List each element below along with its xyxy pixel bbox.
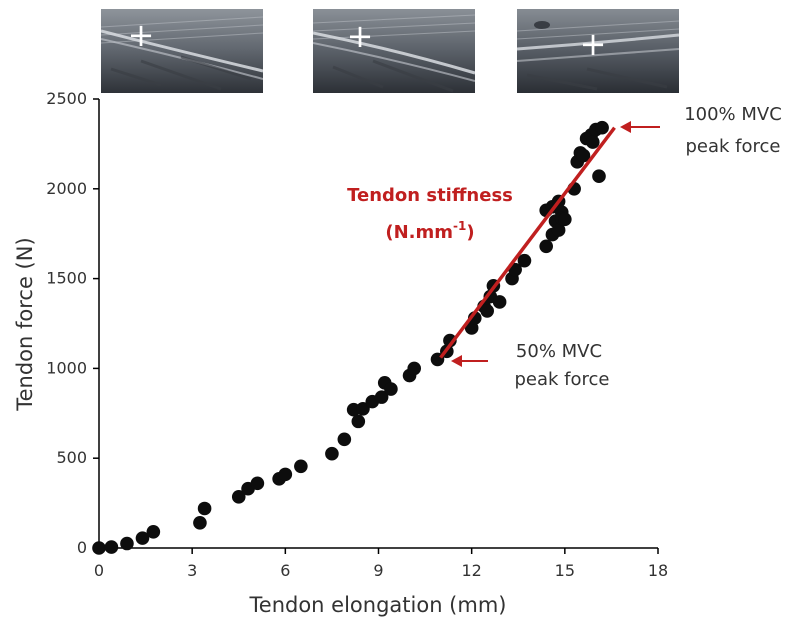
x-tick-label: 9 <box>373 561 383 580</box>
data-point <box>407 361 422 376</box>
ultrasound-marker-2: + <box>347 17 374 55</box>
ultrasound-image-2: + <box>313 9 475 93</box>
data-point <box>558 212 572 227</box>
y-axis-label: Tendon force (N) <box>13 237 37 411</box>
ultrasound-marker-3: + <box>580 25 607 63</box>
data-point <box>92 541 106 555</box>
data-point <box>374 390 389 404</box>
stiffness-title: Tendon stiffness <box>347 185 513 206</box>
peak100-arrow-head <box>620 121 631 133</box>
data-point <box>231 490 246 504</box>
y-ticks: 0 500 1000 1500 2000 2500 <box>46 89 99 557</box>
peak100-label-line1: 100% MVC <box>684 104 782 125</box>
y-tick-label: 2000 <box>46 179 87 198</box>
x-tick-label: 15 <box>555 561 575 580</box>
ultrasound-image-3: + <box>517 9 679 93</box>
data-point <box>278 467 293 482</box>
data-point <box>135 531 150 545</box>
data-point <box>576 148 591 163</box>
data-point <box>120 536 134 551</box>
peak100-label-line2: peak force <box>685 136 780 157</box>
x-ticks: 0 3 6 9 12 15 18 <box>94 548 668 580</box>
data-point <box>539 239 553 254</box>
peak50-label-line1: 50% MVC <box>516 341 602 362</box>
data-point <box>250 476 265 491</box>
x-axis-label: Tendon elongation (mm) <box>249 593 507 617</box>
data-point <box>197 501 212 516</box>
data-point <box>146 525 161 539</box>
x-tick-label: 12 <box>461 561 481 580</box>
y-tick-label: 500 <box>56 448 87 467</box>
data-point <box>480 304 494 318</box>
y-tick-label: 1500 <box>46 269 87 288</box>
x-tick-label: 3 <box>187 561 197 580</box>
data-point <box>492 295 507 309</box>
peak50-label-line2: peak force <box>514 369 609 390</box>
x-tick-label: 6 <box>280 561 290 580</box>
peak50-arrow-head <box>451 355 462 367</box>
y-tick-label: 1000 <box>46 358 87 377</box>
data-point <box>585 135 600 149</box>
data-point <box>592 169 606 184</box>
y-tick-label: 2500 <box>46 89 87 108</box>
data-point <box>551 223 566 237</box>
ultrasound-marker-1: + <box>128 16 155 54</box>
data-point <box>384 382 398 396</box>
y-tick-label: 0 <box>77 538 87 557</box>
data-point <box>325 446 339 461</box>
data-point <box>595 120 609 135</box>
data-point <box>193 516 207 530</box>
data-point <box>356 402 370 416</box>
data-point <box>294 459 308 474</box>
data-point <box>517 253 532 268</box>
x-tick-label: 0 <box>94 561 104 580</box>
ultrasound-image-1: + <box>101 9 263 93</box>
data-point <box>443 333 457 348</box>
data-point <box>104 540 119 554</box>
stiffness-fit-line <box>439 126 616 359</box>
data-point <box>337 432 352 447</box>
axes: 0 3 6 9 12 15 18 0 500 1000 1500 2000 2500 <box>46 89 668 580</box>
x-tick-label: 18 <box>648 561 668 580</box>
data-point <box>351 414 366 429</box>
stiffness-unit: (N.mm-1) <box>385 219 474 243</box>
